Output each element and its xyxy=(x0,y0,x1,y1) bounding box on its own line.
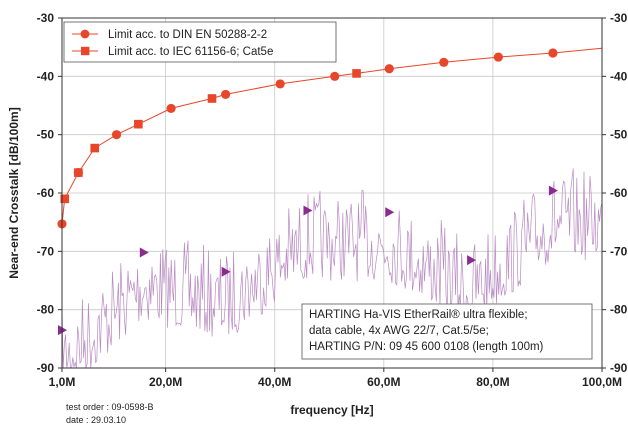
measurement-series xyxy=(58,168,603,369)
legend: Limit acc. to DIN EN 50288-2-2 Limit acc.… xyxy=(63,21,337,63)
y-tick-label-right: -90 xyxy=(610,361,628,375)
din-limit-marker xyxy=(166,103,176,114)
iec-limit-marker xyxy=(90,143,100,153)
y-tick-label-right: -50 xyxy=(610,128,628,142)
y-tick-label-right: -40 xyxy=(610,69,628,83)
y-tick-label-right: -80 xyxy=(610,303,628,317)
din-limit-marker xyxy=(275,79,285,89)
legend-box xyxy=(63,21,337,63)
din-limit-marker xyxy=(330,71,340,81)
y-tick-label-right: -70 xyxy=(610,244,628,258)
y-axis-title: Near-end Crosstalk [dB/100m] xyxy=(7,107,21,278)
legend-label: Limit acc. to IEC 61156-6; Cat5e xyxy=(108,46,273,58)
iec-limit-marker xyxy=(134,119,143,129)
measurement-marker xyxy=(139,247,149,258)
measurement-marker xyxy=(548,185,558,196)
iec-limit-marker xyxy=(74,168,83,177)
annotation-line: HARTING Ha-VIS EtherRail® ultra flexible… xyxy=(309,309,528,321)
legend-marker-circle xyxy=(80,29,90,39)
x-tick-label: 20,0M xyxy=(149,375,182,389)
x-tick-label: 40,0M xyxy=(258,375,291,389)
din-limit-marker xyxy=(111,130,122,140)
din-limit-marker xyxy=(384,64,394,74)
annotation-frame xyxy=(301,303,593,360)
din-limit-marker xyxy=(548,48,558,58)
legend-label: Limit acc. to DIN EN 50288-2-2 xyxy=(108,29,267,41)
y-tick-label: -30 xyxy=(37,11,55,25)
y-tick-label-right: -60 xyxy=(610,186,628,200)
measurement-marker xyxy=(221,266,231,277)
x-axis-title: frequency [Hz] xyxy=(290,403,373,417)
measurement-marker xyxy=(385,207,395,218)
annotation-line: data cable, 4x AWG 22/7, Cat.5/5e; xyxy=(309,325,489,337)
measurement-trace xyxy=(61,168,603,369)
iec-limit-marker xyxy=(60,194,70,204)
measurement-marker xyxy=(467,255,477,266)
din-limit-marker xyxy=(221,89,231,100)
test-order-label: test order : 09-0598-B xyxy=(66,402,154,412)
y-tick-label: -50 xyxy=(37,128,55,142)
y-tick-label-right: -30 xyxy=(610,11,628,25)
x-tick-label: 100,0M xyxy=(582,375,622,389)
limit-series xyxy=(57,47,603,229)
iec-limit-marker xyxy=(207,94,217,103)
x-tick-label: 80,0M xyxy=(476,375,509,389)
x-tick-label: 1,0M xyxy=(49,375,76,389)
annotation-box: HARTING Ha-VIS EtherRail® ultra flexible… xyxy=(301,303,593,360)
y-tick-label: -60 xyxy=(37,186,55,200)
legend-marker-square xyxy=(81,46,90,56)
y-tick-label: -40 xyxy=(37,69,55,83)
din-limit-marker xyxy=(439,57,449,67)
y-tick-label: -80 xyxy=(37,303,55,317)
x-tick-label: 60,0M xyxy=(367,375,400,389)
annotation-line: HARTING P/N: 09 45 600 0108 (length 100m… xyxy=(309,341,544,353)
test-date-label: date : 29.03.10 xyxy=(66,415,127,425)
iec-limit-marker xyxy=(352,69,361,78)
y-tick-label: -70 xyxy=(37,244,55,258)
tick-labels: 1,0M 20,0M 40,0M 60,0M 80,0M 100,0M -30 -30 -40 -… xyxy=(37,11,628,389)
y-tick-label: -90 xyxy=(37,361,55,375)
measurement-marker xyxy=(303,205,313,216)
din-limit-marker xyxy=(493,52,503,62)
